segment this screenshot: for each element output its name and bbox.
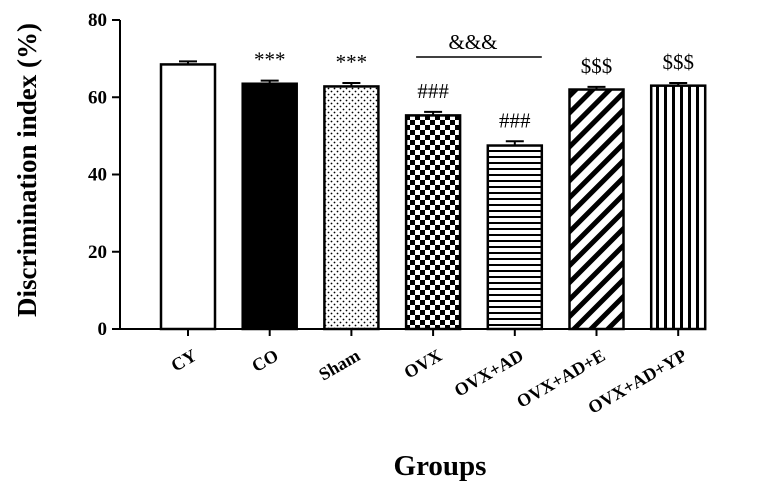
annotation-ovx: ###	[417, 79, 449, 103]
y-tick-label-0: 0	[98, 319, 108, 340]
x-axis-title: Groups	[394, 450, 487, 482]
bars	[159, 60, 707, 331]
bracket-label: &&&	[448, 30, 497, 54]
y-tick-label-60: 60	[88, 87, 107, 108]
x-tick-label-cy: CY	[167, 345, 200, 375]
y-tick-label-20: 20	[88, 242, 107, 263]
annotation-sham: ***	[336, 50, 368, 74]
y-axis-title: Discrimination index (%)	[12, 23, 42, 317]
annotation-ovx-ad-yp: $$$	[662, 50, 694, 74]
y-tick-label-80: 80	[88, 10, 107, 31]
annotation-ovx-ad: ###	[499, 108, 531, 132]
bar-ovx-ad-yp	[649, 84, 707, 331]
annotation-co: ***	[254, 48, 286, 72]
bar-ovx-ad	[486, 144, 544, 331]
bar-cy	[159, 63, 217, 331]
bar-ovx-ad-e	[568, 88, 625, 331]
bar-co	[241, 82, 298, 331]
x-tick-label-sham: Sham	[315, 345, 363, 384]
y-axis: 0 20 40 60 80	[88, 10, 121, 340]
significance-annotations: *** *** ### ### $$$ $$$ &&&	[254, 30, 694, 132]
annotation-ovx-ad-e: $$$	[581, 54, 613, 78]
bar-sham	[323, 85, 380, 331]
x-tick-label-ovx: OVX	[400, 345, 445, 382]
x-tick-label-co: CO	[248, 345, 281, 376]
y-tick-label-40: 40	[88, 165, 107, 186]
bar-ovx	[404, 114, 462, 331]
